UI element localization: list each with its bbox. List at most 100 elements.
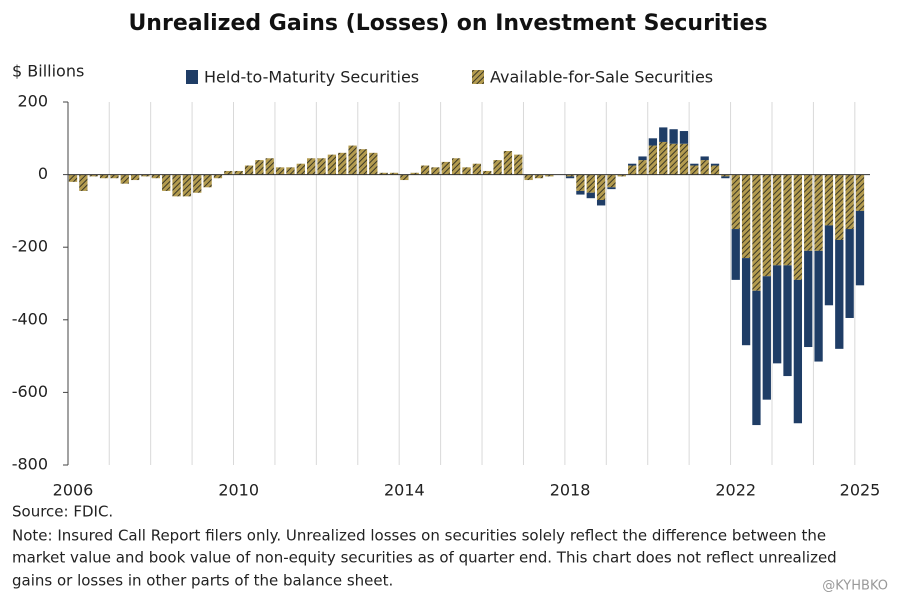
bar xyxy=(452,158,461,175)
bar xyxy=(690,165,699,175)
bar xyxy=(441,161,450,175)
bar xyxy=(130,174,140,181)
bar xyxy=(151,174,160,179)
bar xyxy=(814,250,823,362)
bar xyxy=(338,152,347,175)
bar xyxy=(824,225,834,306)
note-line: Note: Insured Call Report filers only. U… xyxy=(12,527,826,545)
bar xyxy=(648,145,658,175)
bar xyxy=(669,129,678,144)
note-line: market value and book value of non-equit… xyxy=(12,549,837,567)
bar xyxy=(731,229,740,280)
bar xyxy=(503,151,513,175)
bar xyxy=(721,174,730,177)
bar xyxy=(182,174,192,197)
bar xyxy=(659,127,668,142)
bar xyxy=(172,174,181,197)
bar xyxy=(545,174,554,177)
bar xyxy=(669,143,678,175)
bar xyxy=(638,160,647,175)
bar xyxy=(773,174,782,266)
note-line: gains or losses in other parts of the ba… xyxy=(12,572,393,590)
bar xyxy=(804,250,813,348)
bar xyxy=(783,174,792,266)
bar xyxy=(110,174,119,179)
y-tick-label: 200 xyxy=(17,92,48,111)
y-tick-label: -600 xyxy=(12,382,48,401)
x-tick-label: 2022 xyxy=(715,481,756,500)
bar xyxy=(596,200,606,206)
bar xyxy=(731,174,740,230)
bar xyxy=(462,167,471,175)
bar xyxy=(700,160,709,175)
bar xyxy=(410,172,419,175)
bar xyxy=(162,174,171,191)
legend-swatch xyxy=(472,70,484,84)
bar xyxy=(824,174,834,226)
bar xyxy=(845,229,854,318)
bar xyxy=(348,145,357,175)
bar xyxy=(493,160,502,175)
bar xyxy=(193,174,202,193)
bar xyxy=(369,152,378,175)
bar xyxy=(576,190,585,195)
bar xyxy=(224,170,233,175)
bar xyxy=(275,167,285,175)
bar xyxy=(286,167,295,175)
bar xyxy=(638,156,647,161)
bar xyxy=(710,163,720,166)
bar xyxy=(835,174,844,240)
bar xyxy=(358,149,368,175)
bar xyxy=(514,154,523,175)
bar xyxy=(68,174,78,182)
bar xyxy=(607,174,616,188)
x-tick-label: 2014 xyxy=(384,481,425,500)
bar xyxy=(265,158,274,175)
source: Source: FDIC. xyxy=(12,503,113,521)
bar xyxy=(762,174,771,277)
bar xyxy=(203,174,212,188)
watermark: @KYHBKO xyxy=(822,579,888,594)
plot xyxy=(63,101,870,466)
bar xyxy=(845,174,854,230)
bar xyxy=(317,158,326,175)
bar xyxy=(141,174,150,177)
bar xyxy=(710,165,720,175)
bar xyxy=(679,131,689,144)
bar xyxy=(307,158,316,175)
bar xyxy=(120,174,129,184)
bar xyxy=(855,174,865,211)
bar xyxy=(814,174,823,251)
bar xyxy=(234,170,243,175)
bar xyxy=(99,174,109,179)
y-tick-label: 0 xyxy=(38,164,48,183)
bar xyxy=(648,138,658,146)
bar xyxy=(700,156,709,161)
bar xyxy=(596,174,606,201)
x-tick-label: 2006 xyxy=(53,481,94,500)
legend-label: Available-for-Sale Securities xyxy=(490,68,713,87)
bar xyxy=(89,174,98,177)
legend-label: Held-to-Maturity Securities xyxy=(204,68,419,87)
bar xyxy=(379,172,388,175)
bar xyxy=(855,210,865,286)
bar xyxy=(752,290,761,426)
bar xyxy=(483,170,492,175)
chart-title: Unrealized Gains (Losses) on Investment … xyxy=(128,11,767,36)
bar xyxy=(472,163,481,175)
bar xyxy=(213,174,223,179)
bar xyxy=(793,279,803,424)
legend: Held-to-Maturity Securities Available-for… xyxy=(186,68,713,87)
bar xyxy=(565,174,575,177)
x-tick-label: 2010 xyxy=(218,481,259,500)
bar xyxy=(586,174,595,193)
bar xyxy=(835,239,844,349)
bar xyxy=(690,163,699,166)
bar xyxy=(628,163,637,166)
y-tick-label: -200 xyxy=(12,237,48,256)
bar xyxy=(762,276,771,400)
bar xyxy=(773,265,782,364)
y-axis-label: $ Billions xyxy=(12,62,84,81)
